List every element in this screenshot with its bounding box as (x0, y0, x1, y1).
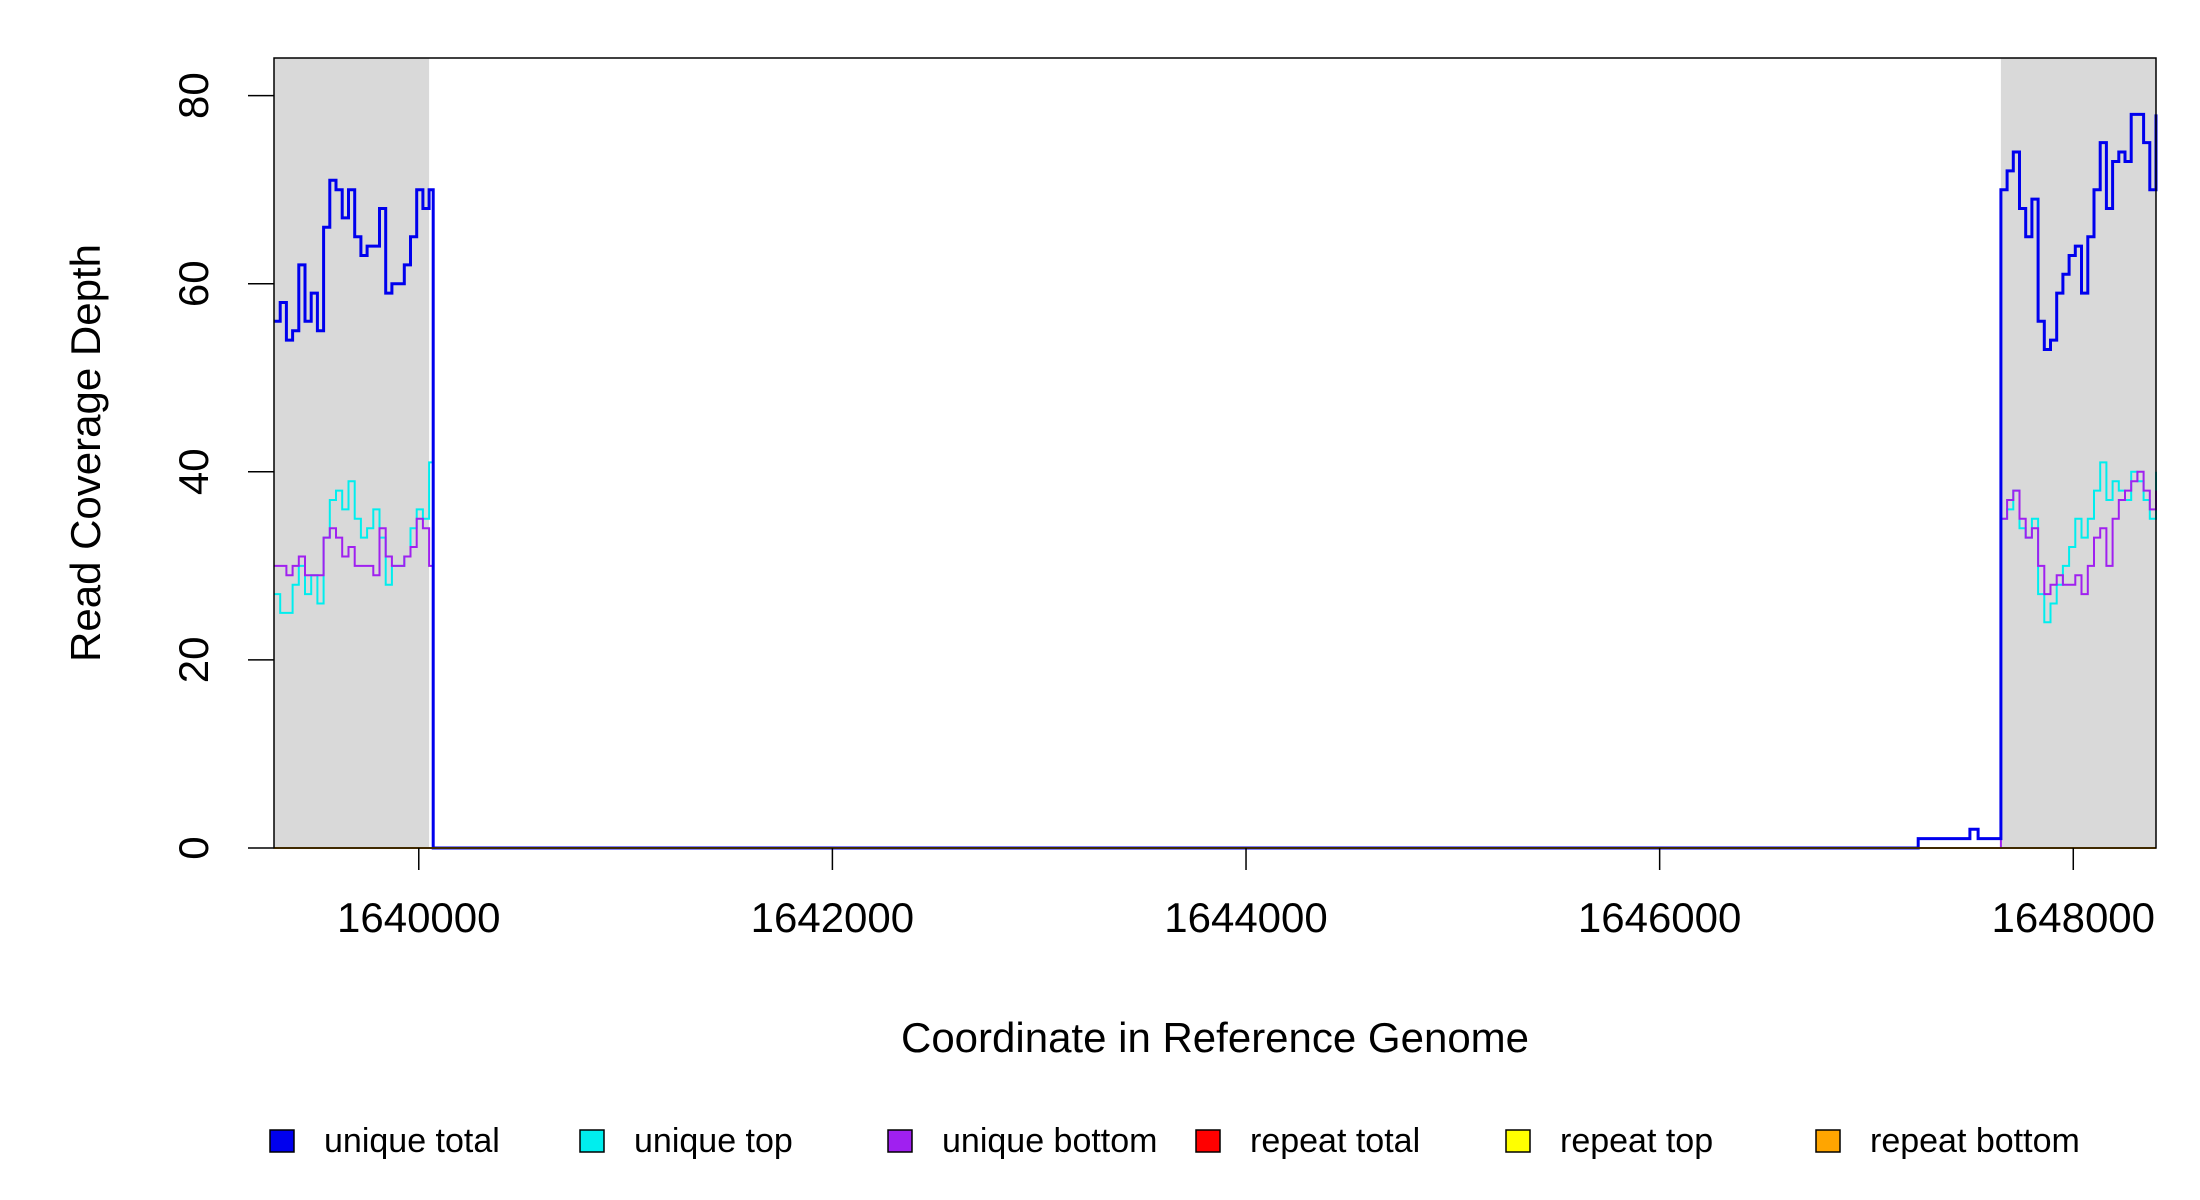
series-line-unique-top (274, 461, 2157, 849)
legend-item-repeat-total: repeat total (1195, 1122, 1420, 1160)
y-axis: 0 20 40 60 80 (170, 72, 274, 860)
x-tick-label: 1646000 (1578, 894, 1742, 941)
x-tick-label: 1644000 (1164, 894, 1328, 941)
x-axis-label: Coordinate in Reference Genome (901, 1014, 1529, 1061)
y-tick-label: 80 (170, 72, 217, 119)
legend-label: unique total (324, 1122, 500, 1160)
legend-swatch (269, 1129, 295, 1153)
shaded-region-0 (274, 58, 430, 848)
legend-label: repeat total (1250, 1122, 1420, 1160)
y-tick-label: 20 (170, 637, 217, 684)
legend-label: repeat bottom (1870, 1122, 2080, 1160)
legend-swatch (1815, 1129, 1841, 1153)
series-line-unique-bottom (274, 470, 2157, 849)
legend: unique total unique top unique bottom repea… (269, 1122, 2080, 1160)
x-tick-label: 1642000 (751, 894, 915, 941)
x-tick-label: 1648000 (1992, 894, 2156, 941)
legend-swatch (579, 1129, 605, 1153)
shaded-region-1 (2000, 58, 2156, 848)
y-tick-label: 40 (170, 448, 217, 495)
y-tick-label: 0 (170, 836, 217, 859)
shaded-regions (274, 58, 2156, 848)
y-axis-label: Read Coverage Depth (62, 244, 109, 662)
legend-swatch (887, 1129, 913, 1153)
legend-label: unique bottom (942, 1122, 1158, 1160)
legend-item-unique-top: unique top (579, 1122, 793, 1160)
x-tick-label: 1640000 (337, 894, 501, 941)
legend-swatch (1505, 1129, 1531, 1153)
legend-item-unique-bottom: unique bottom (887, 1122, 1158, 1160)
legend-item-repeat-top: repeat top (1505, 1122, 1713, 1160)
legend-label: repeat top (1560, 1122, 1713, 1160)
y-tick-label: 60 (170, 260, 217, 307)
legend-label: unique top (634, 1122, 793, 1160)
series-line-unique-total (274, 112, 2158, 850)
legend-item-repeat-bottom: repeat bottom (1815, 1122, 2080, 1160)
legend-item-unique-total: unique total (269, 1122, 500, 1160)
plot-frame (273, 57, 2157, 849)
x-axis: 1640000 1642000 1644000 1646000 1648000 (337, 848, 2155, 941)
legend-swatch (1195, 1129, 1221, 1153)
series-lines (274, 112, 2158, 850)
